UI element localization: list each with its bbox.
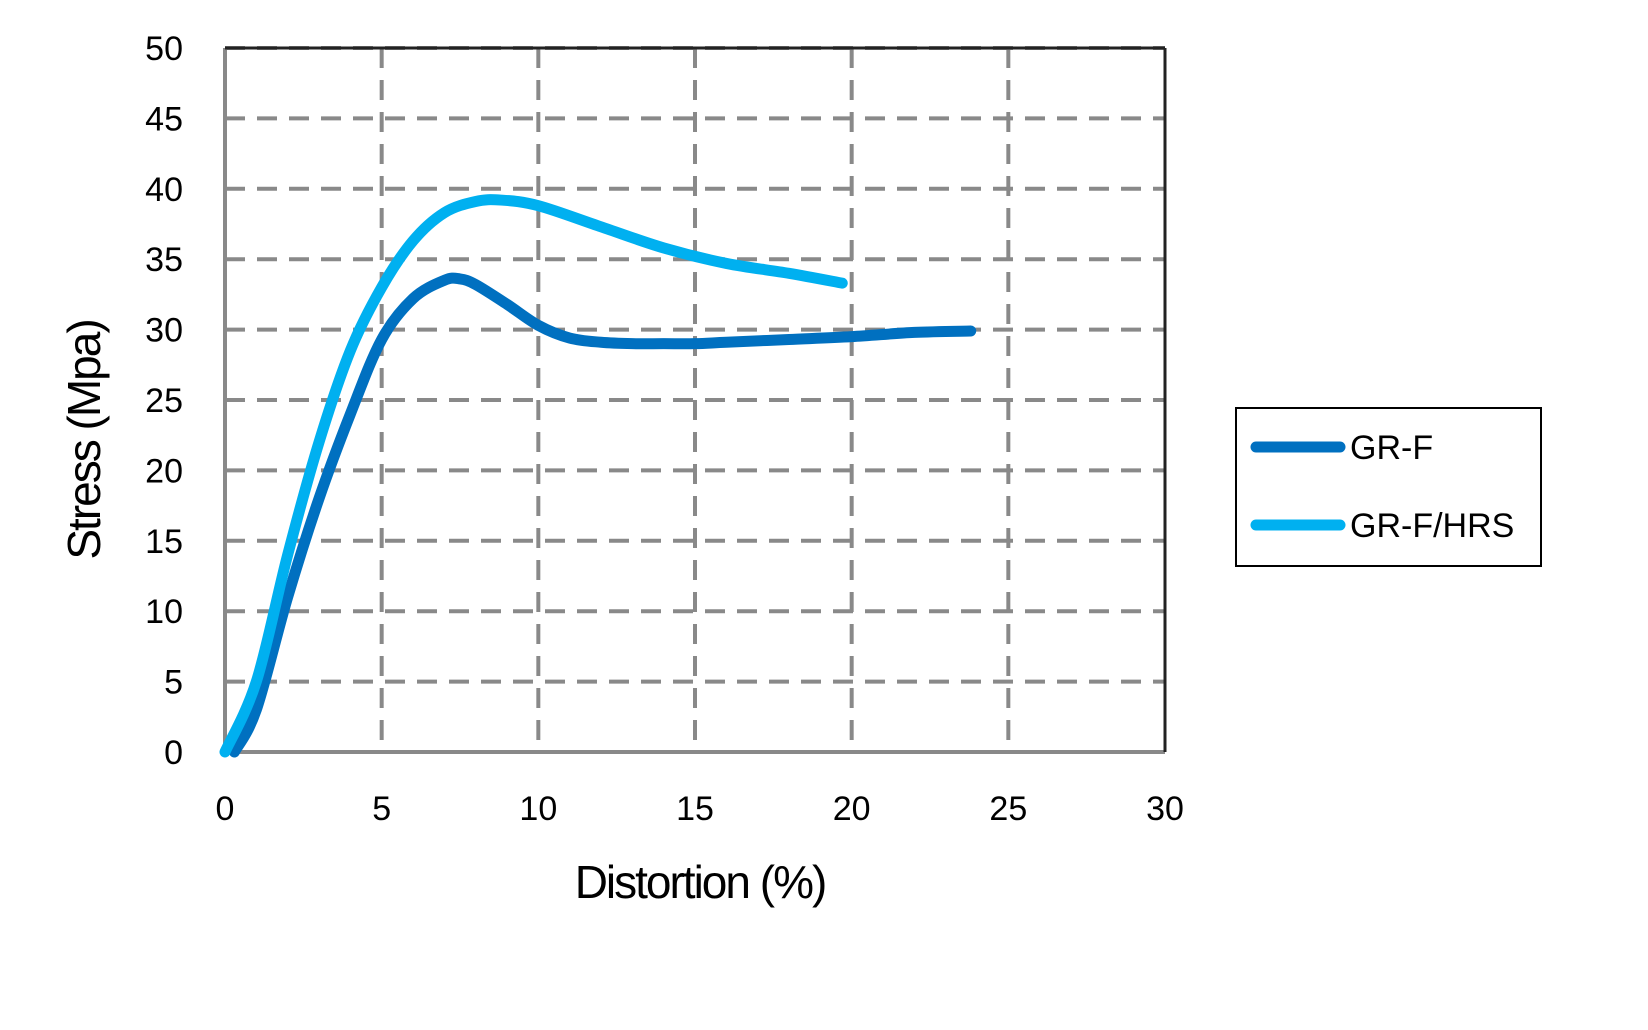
axes — [223, 46, 1167, 754]
series-line-gr-f-hrs — [219, 194, 848, 758]
grid — [225, 46, 1165, 752]
x-tick-label: 15 — [676, 790, 714, 828]
y-tick-label: 10 — [145, 593, 183, 631]
legend: GR-F GR-F/HRS — [1235, 407, 1542, 567]
y-tick-label: 30 — [145, 312, 183, 350]
x-tick-label: 0 — [216, 790, 235, 828]
y-tick-label: 40 — [145, 171, 183, 209]
y-axis-label: Stress (Mpa) — [58, 320, 110, 559]
x-tick-label: 30 — [1146, 790, 1184, 828]
series-line-gr-f — [228, 272, 977, 758]
x-tick-label: 25 — [989, 790, 1027, 828]
x-axis-label: Distortion (%) — [575, 856, 826, 908]
y-tick-label: 5 — [164, 664, 183, 702]
y-tick-label: 15 — [145, 523, 183, 561]
series-lines — [219, 194, 977, 758]
legend-label: GR-F — [1350, 429, 1433, 467]
y-tick-label: 0 — [164, 734, 183, 772]
x-tick-label: 20 — [833, 790, 871, 828]
y-tick-label: 20 — [145, 452, 183, 490]
y-tick-label: 50 — [145, 30, 183, 68]
x-tick-label: 10 — [519, 790, 557, 828]
y-tick-label: 45 — [145, 100, 183, 138]
x-tick-label: 5 — [372, 790, 391, 828]
tick-labels: 0 5 10 15 20 25 30 35 40 45 50 0 5 10 15 20 25 30 — [145, 30, 1184, 828]
legend-box — [1235, 407, 1542, 567]
y-tick-label: 35 — [145, 241, 183, 279]
y-tick-label: 25 — [145, 382, 183, 420]
legend-label: GR-F/HRS — [1350, 507, 1514, 545]
